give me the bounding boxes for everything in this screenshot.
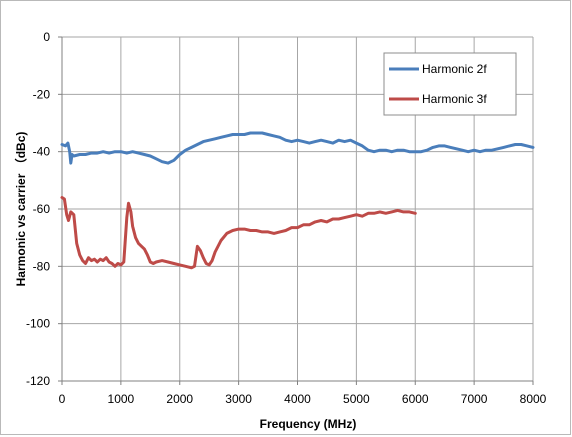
x-tick-label: 0 — [59, 392, 66, 406]
y-tick-label: -40 — [33, 145, 51, 159]
legend-box — [383, 52, 517, 116]
x-tick-label: 1000 — [108, 392, 135, 406]
x-tick-label: 7000 — [461, 392, 488, 406]
legend: Harmonic 2f Harmonic 3f — [383, 52, 517, 116]
x-tick-label: 5000 — [343, 392, 370, 406]
series-lines — [60, 131, 535, 270]
y-tick-label: -100 — [26, 317, 50, 331]
y-tick-label: -80 — [33, 259, 51, 273]
y-tick-label: -60 — [33, 202, 51, 216]
y-axis-title: Harmonic vs carrier （dBc) — [13, 132, 28, 287]
series-line-harmonic-3f — [60, 196, 417, 270]
y-tick-label: -20 — [33, 87, 51, 101]
y-tick-label: 0 — [43, 30, 50, 44]
y-tick-label: -120 — [26, 374, 50, 388]
x-tick-label: 2000 — [166, 392, 193, 406]
x-tick-label: 4000 — [284, 392, 311, 406]
tick-labels: 0 1000 2000 3000 4000 5000 6000 7000 8000 0 -20 -40… — [26, 30, 547, 406]
series-line-harmonic-2f — [60, 131, 535, 165]
legend-label-harmonic-3f: Harmonic 3f — [422, 92, 487, 106]
axes — [58, 36, 534, 385]
x-tick-label: 8000 — [520, 392, 547, 406]
x-tick-label: 3000 — [225, 392, 252, 406]
x-axis-title: Frequency (MHz) — [260, 417, 357, 431]
x-tick-label: 6000 — [402, 392, 429, 406]
legend-label-harmonic-2f: Harmonic 2f — [422, 62, 487, 76]
